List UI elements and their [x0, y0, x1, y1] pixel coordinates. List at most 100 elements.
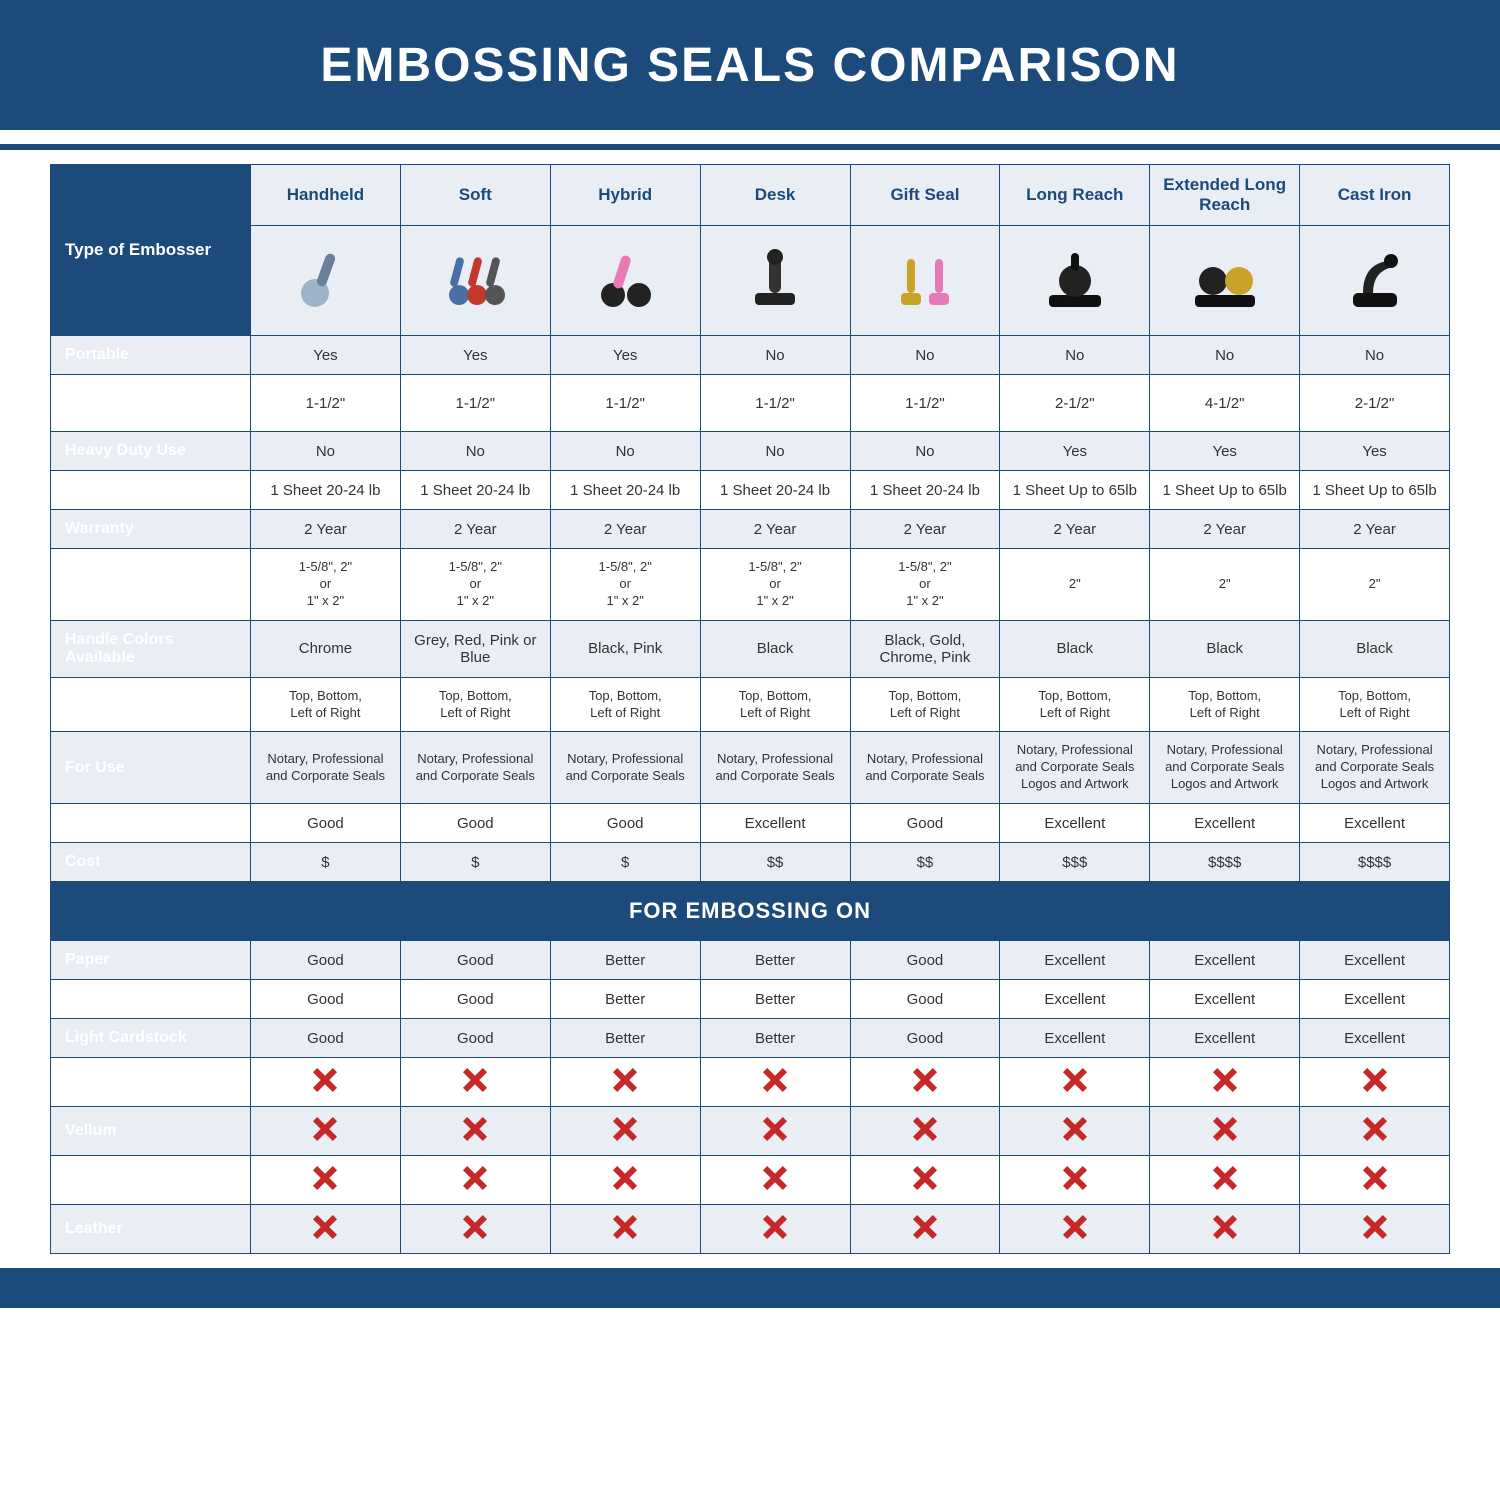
x-icon	[613, 1117, 637, 1141]
comparison-table: Type of Embosser Handheld Soft Hybrid De…	[50, 164, 1450, 1254]
cell: 1-1/2"	[251, 375, 401, 432]
x-icon	[463, 1215, 487, 1239]
cell	[850, 1058, 1000, 1107]
cell: Top, Bottom,Left of Right	[850, 677, 1000, 732]
x-icon	[1363, 1117, 1387, 1141]
cell: Top, Bottom,Left of Right	[251, 677, 401, 732]
cell	[1150, 1156, 1300, 1205]
cell: Notary, Professional and Corporate Seals…	[1300, 732, 1450, 804]
cell: Excellent	[1150, 980, 1300, 1019]
cell: 1-5/8", 2"or1" x 2"	[850, 549, 1000, 621]
cell: 1 Sheet 20-24 lb	[251, 471, 401, 510]
title-band: EMBOSSING SEALS COMPARISON	[0, 0, 1500, 130]
cell: $$	[850, 843, 1000, 882]
cell: 1-1/2"	[700, 375, 850, 432]
x-icon	[1063, 1166, 1087, 1190]
cell: Good	[251, 1019, 401, 1058]
cell: Yes	[1150, 432, 1300, 471]
cell: Black	[700, 620, 850, 677]
x-icon	[313, 1068, 337, 1092]
cell: Good	[850, 1019, 1000, 1058]
img-extlong	[1150, 226, 1300, 336]
x-icon	[1063, 1068, 1087, 1092]
cell: Good	[400, 941, 550, 980]
img-soft	[400, 226, 550, 336]
row-label: Mylar	[51, 1058, 251, 1107]
cell: Good	[550, 804, 700, 843]
cell: 2 Year	[850, 510, 1000, 549]
cell	[400, 1156, 550, 1205]
cell: No	[251, 432, 401, 471]
table-row: Orientation OptionsTop, Bottom,Left of R…	[51, 677, 1450, 732]
table-row: Leather	[51, 1205, 1450, 1254]
cell: No	[1150, 336, 1300, 375]
x-icon	[313, 1215, 337, 1239]
cell: 1-1/2"	[400, 375, 550, 432]
cell: Top, Bottom,Left of Right	[1150, 677, 1300, 732]
cell: Excellent	[1300, 980, 1450, 1019]
cell	[1300, 1058, 1450, 1107]
row-label: Heavy Duty Use	[51, 432, 251, 471]
cell: No	[400, 432, 550, 471]
cell: 2-1/2"	[1300, 375, 1450, 432]
cell: No	[850, 336, 1000, 375]
cell: Black	[1150, 620, 1300, 677]
cell: Black, Gold, Chrome, Pink	[850, 620, 1000, 677]
column-headers-row: Type of Embosser Handheld Soft Hybrid De…	[51, 165, 1450, 226]
cell	[1150, 1205, 1300, 1254]
cell	[550, 1107, 700, 1156]
cell: 4-1/2"	[1150, 375, 1300, 432]
x-icon	[763, 1215, 787, 1239]
cell	[1300, 1205, 1450, 1254]
cell: Yes	[400, 336, 550, 375]
cell: Top, Bottom,Left of Right	[550, 677, 700, 732]
cell: $$	[700, 843, 850, 882]
x-icon	[313, 1166, 337, 1190]
cell: Black, Pink	[550, 620, 700, 677]
cell: 1 Sheet Up to 65lb	[1000, 471, 1150, 510]
cell	[1300, 1156, 1450, 1205]
cell: Notary, Professional and Corporate Seals	[400, 732, 550, 804]
cell: No	[1000, 336, 1150, 375]
cell: Excellent	[1300, 804, 1450, 843]
x-icon	[1213, 1166, 1237, 1190]
row-label: Plate Size (Design can beany size inbetw…	[51, 549, 251, 621]
cell	[251, 1156, 401, 1205]
cell: $$$$	[1300, 843, 1450, 882]
x-icon	[763, 1068, 787, 1092]
cell: No	[850, 432, 1000, 471]
cell: Notary, Professional and Corporate Seals…	[1150, 732, 1300, 804]
cell: 1-5/8", 2"or1" x 2"	[700, 549, 850, 621]
cell	[1000, 1107, 1150, 1156]
row-label: Orientation Options	[51, 677, 251, 732]
castiron-embosser-icon	[1343, 247, 1407, 311]
cell: Excellent	[1000, 941, 1150, 980]
cell: $$$$	[1150, 843, 1300, 882]
cell: 1 Sheet 20-24 lb	[550, 471, 700, 510]
cell	[550, 1156, 700, 1205]
cell: No	[1300, 336, 1450, 375]
cell: Better	[700, 1019, 850, 1058]
table-row: Warranty2 Year2 Year2 Year2 Year2 Year2 …	[51, 510, 1450, 549]
cell: 2 Year	[700, 510, 850, 549]
cell: Yes	[1300, 432, 1450, 471]
cell	[400, 1205, 550, 1254]
img-handheld	[251, 226, 401, 336]
cell: 2 Year	[1150, 510, 1300, 549]
table-row: Lined Evenvlops	[51, 1156, 1450, 1205]
table-row: Cost$$$$$$$$$$$$$$$$$$	[51, 843, 1450, 882]
x-icon	[763, 1117, 787, 1141]
cell	[1000, 1205, 1150, 1254]
col-desk: Desk	[700, 165, 850, 226]
cell: 1 Sheet Up to 65lb	[1300, 471, 1450, 510]
divider-top	[0, 144, 1500, 150]
cell: Better	[700, 941, 850, 980]
table-row: PaperGoodGoodBetterBetterGoodExcellentEx…	[51, 941, 1450, 980]
cell: Grey, Red, Pink or Blue	[400, 620, 550, 677]
row-label: Vellum	[51, 1107, 251, 1156]
col-hybrid: Hybrid	[550, 165, 700, 226]
col-cast: Cast Iron	[1300, 165, 1450, 226]
cell: Good	[251, 941, 401, 980]
row-label: Paper	[51, 941, 251, 980]
cell: 1-1/2"	[550, 375, 700, 432]
